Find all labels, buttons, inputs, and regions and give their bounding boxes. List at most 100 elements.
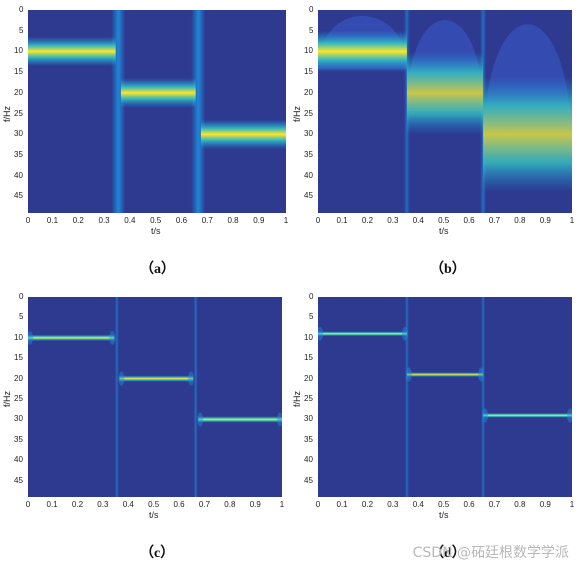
y-tick-label: 40	[14, 455, 23, 465]
ridge-flare	[277, 412, 282, 427]
transition-band	[191, 10, 206, 213]
x-tick-label: 0.9	[539, 500, 551, 509]
transition-band	[193, 297, 198, 497]
x-axis-label: t/s	[149, 510, 159, 520]
y-tick-label: 15	[304, 353, 313, 363]
watermark: CSDN @砳廷根数学学派	[412, 545, 569, 561]
y-tick-label: 45	[14, 475, 23, 485]
ridge-flare	[405, 367, 412, 382]
x-tick-label: 0.6	[175, 216, 188, 225]
x-tick-label: 0.7	[201, 216, 213, 225]
y-axis-label: f/Hz	[292, 390, 302, 407]
y-tick-label: 15	[304, 67, 313, 77]
x-tick-label: 0.8	[514, 500, 526, 509]
y-tick-label: 35	[14, 434, 23, 444]
x-tick-label: 0.9	[539, 216, 551, 225]
y-tick-label: 40	[304, 170, 313, 180]
ridge-flare	[118, 371, 125, 386]
x-tick-label: 0.5	[148, 500, 160, 509]
y-tick-label: 30	[304, 129, 313, 139]
y-tick-label: 40	[14, 170, 23, 180]
ridge-10hz	[28, 36, 116, 67]
y-tick-label: 45	[304, 475, 313, 485]
ridge-9hz	[318, 331, 407, 337]
y-tick-label: 20	[14, 373, 23, 383]
x-tick-label: 0.1	[46, 500, 58, 509]
x-tick-label: 0.3	[387, 500, 399, 509]
y-tick-label: 5	[309, 312, 314, 322]
ridge-30hz	[200, 119, 286, 150]
y-tick-label: 35	[14, 150, 23, 159]
y-tick-label: 45	[304, 191, 313, 201]
y-tick-label: 5	[19, 312, 24, 322]
ridge-flare	[197, 412, 204, 427]
y-axis-label: f/Hz	[2, 105, 12, 122]
x-tick-label: 0.3	[98, 216, 110, 225]
y-axis-label: f/Hz	[292, 105, 302, 122]
y-tick-label: 30	[14, 129, 23, 139]
x-tick-label: 0.2	[72, 216, 84, 225]
x-tick-label: 0	[315, 500, 321, 509]
transition-band	[404, 297, 409, 497]
y-tick-label: 20	[304, 87, 313, 97]
y-tick-label: 25	[14, 394, 23, 404]
ridge-10hz	[28, 334, 115, 342]
spectrogram-svg	[28, 10, 286, 213]
x-tick-label: 0.2	[71, 500, 84, 509]
y-tick-label: 10	[14, 46, 23, 56]
y-tick-label: 25	[304, 394, 313, 404]
y-tick-label: 25	[304, 108, 313, 118]
x-tick-label: 0.1	[46, 216, 59, 225]
ridge-flare	[318, 326, 323, 341]
x-axis-label: t/s	[151, 226, 161, 236]
spectrogram-svg	[28, 297, 282, 497]
spectrogram-svg	[318, 10, 572, 213]
x-tick-label: 0.7	[488, 216, 501, 225]
y-tick-label: 35	[304, 434, 313, 444]
x-tick-label: 0.7	[488, 500, 501, 509]
y-tick-label: 0	[309, 292, 314, 301]
panel-caption: （a）	[140, 262, 175, 277]
ridge-flare	[482, 408, 489, 423]
x-tick-label: 0.8	[514, 216, 526, 225]
spectrogram-svg	[318, 297, 572, 497]
ridge-flare	[401, 326, 408, 341]
y-tick-label: 25	[14, 108, 23, 118]
ridge-20hz	[119, 375, 194, 382]
x-tick-label: 1	[569, 216, 575, 225]
x-axis-label: t/s	[439, 510, 449, 520]
ridge-flare	[28, 330, 33, 345]
y-tick-label: 15	[14, 353, 23, 363]
transition-band	[481, 297, 486, 497]
y-tick-label: 40	[304, 455, 313, 465]
x-tick-label: 0.7	[198, 500, 211, 509]
plot-area	[28, 297, 282, 497]
y-tick-label: 15	[14, 67, 23, 77]
x-tick-label: 0.9	[249, 500, 261, 509]
x-tick-label: 0	[25, 216, 31, 225]
y-tick-label: 10	[304, 332, 313, 342]
x-tick-label: 0.3	[97, 500, 109, 509]
y-tick-label: 0	[309, 5, 314, 14]
y-tick-label: 20	[304, 373, 313, 383]
x-axis-label: t/s	[439, 226, 449, 236]
x-tick-label: 0.6	[173, 500, 185, 509]
x-tick-label: 0.2	[361, 500, 374, 509]
x-tick-label: 0.4	[122, 500, 134, 509]
ridge-29hz	[483, 412, 572, 418]
y-tick-label: 30	[304, 414, 313, 424]
panel-caption: （b）	[430, 262, 466, 277]
transition-band	[114, 297, 119, 497]
x-tick-label: 0.4	[124, 216, 136, 225]
y-tick-label: 5	[19, 25, 24, 35]
x-tick-label: 1	[283, 216, 289, 225]
y-tick-label: 10	[14, 332, 23, 342]
x-tick-label: 1	[569, 500, 575, 509]
x-tick-label: 0.1	[336, 500, 348, 509]
x-tick-label: 0	[25, 500, 31, 509]
transition-band	[403, 10, 410, 213]
ridge-20hz	[120, 77, 196, 108]
x-tick-label: 0	[315, 216, 321, 225]
y-tick-label: 35	[304, 150, 313, 159]
ridge-19hz	[406, 372, 484, 377]
